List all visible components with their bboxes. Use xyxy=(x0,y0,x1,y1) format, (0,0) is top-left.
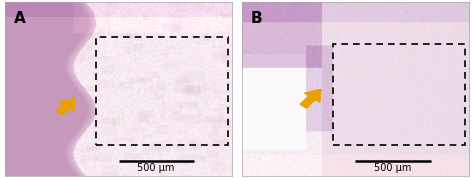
Text: A: A xyxy=(14,11,26,25)
FancyArrow shape xyxy=(300,89,321,109)
Bar xyxy=(333,44,465,145)
Text: 500 μm: 500 μm xyxy=(137,163,175,173)
Text: 500 μm: 500 μm xyxy=(374,163,411,173)
Text: B: B xyxy=(251,11,262,25)
Bar xyxy=(96,37,228,145)
FancyArrow shape xyxy=(56,98,75,116)
